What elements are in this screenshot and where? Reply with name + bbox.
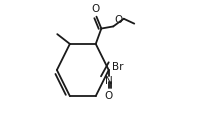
Text: Br: Br: [112, 61, 124, 72]
Text: O: O: [105, 91, 113, 101]
Text: N: N: [105, 75, 113, 86]
Text: O: O: [92, 4, 100, 14]
Text: O: O: [114, 15, 122, 25]
